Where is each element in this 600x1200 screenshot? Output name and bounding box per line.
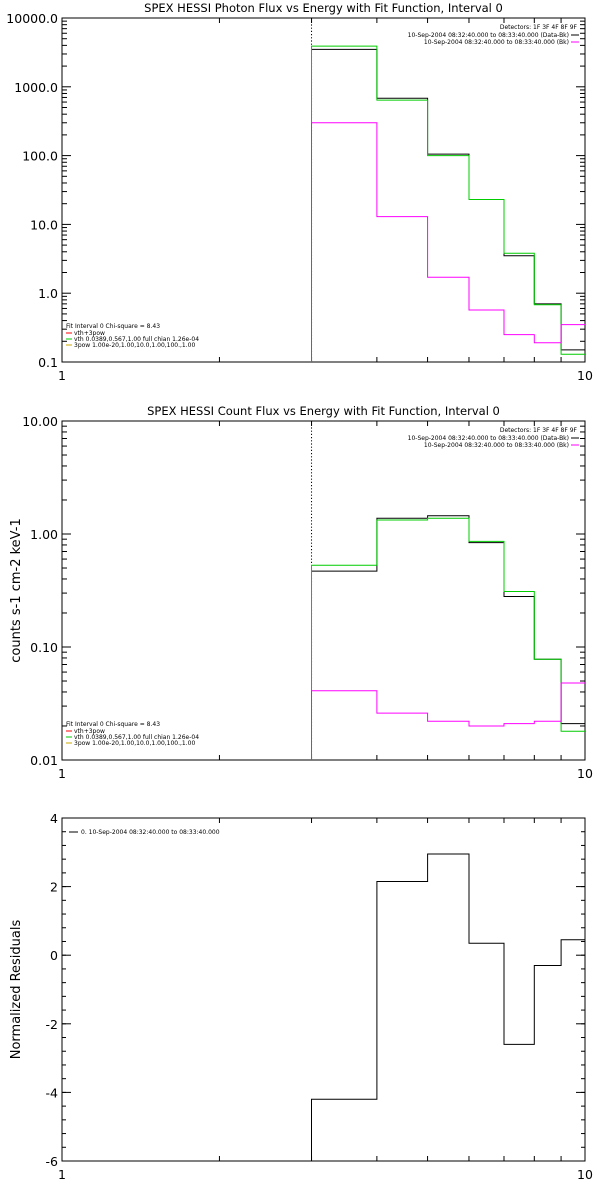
panel3-frame (61, 817, 586, 1162)
panel2-title: SPEX HESSI Count Flux vs Energy with Fit… (147, 404, 500, 418)
panel1-y-tick-label: 1.0 (38, 286, 58, 301)
panel3-series-1-steps (311, 853, 585, 1161)
panel2-y-axis-title: counts s-1 cm-2 keV-1 (9, 518, 24, 663)
panel2-fit-legend-header: Fit Interval 0 Chi-square = 8.43 (66, 721, 160, 728)
panel2-fit-legend-entry: vth+3pow (74, 728, 105, 735)
panel2-y-tick-label: 0.01 (30, 753, 58, 768)
panel2-legend-entry-text: 10-Sep-2004 08:32:40.000 to 08:33:40.000… (408, 435, 569, 442)
panel2-y-tick-label: 10.00 (22, 414, 58, 429)
panel2-series-group (311, 515, 585, 760)
panel3-y-tick-label: 0 (50, 948, 58, 963)
panel1-x-tick-label: 10 (577, 368, 593, 383)
panel1-y-tick-label: 1000.0 (14, 80, 58, 95)
panel1-fit-legend-entry: 3pow 1.00e-20,1.00,10.0,1.00,100.,1.00 (74, 342, 195, 349)
panel1-y-tick-label: 0.1 (38, 355, 58, 370)
panel1-fit-legend-entry: vth 0.0389,0.567,1.00 full chian 1.26e-0… (74, 336, 199, 343)
panel1-series-1-steps (311, 48, 585, 362)
panel2-fit-legend-entry: 3pow 1.00e-20,1.00,10.0,1.00,100.,1.00 (74, 740, 195, 747)
panel2-legend-entry-text: 10-Sep-2004 08:32:40.000 to 08:33:40.000… (424, 442, 569, 449)
panel2-x-tick-label: 1 (58, 766, 66, 781)
panel3-y-tick-label: -6 (46, 1154, 59, 1169)
panel1-legend-entry-text: 10-Sep-2004 08:32:40.000 to 08:33:40.000… (408, 32, 569, 39)
panel1-series-group (311, 45, 585, 362)
panel2-y-tick-label: 1.00 (30, 527, 58, 542)
panel1-series-3-steps (311, 122, 585, 362)
panel1-legend-entry-text: 10-Sep-2004 08:32:40.000 to 08:33:40.000… (424, 39, 569, 46)
panel1-y-tick-label: 100.0 (22, 149, 58, 164)
panel2-series-1-steps (311, 515, 585, 760)
panel1: SPEX HESSI Photon Flux vs Energy with Fi… (6, 1, 593, 383)
panel3-y-tick-label: 2 (50, 880, 58, 895)
panel3-x-tick-label: 1 (58, 1167, 66, 1182)
panel1-y-tick-label: 10000.0 (6, 11, 58, 26)
panel3-y-tick-label: -2 (46, 1017, 58, 1032)
panel1-fit-legend-header: Fit Interval 0 Chi-square = 8.43 (66, 323, 160, 330)
panel1-fit-legend-entry: vth+3pow (74, 330, 105, 337)
panel2-y-tick-label: 0.10 (30, 640, 58, 655)
panel1-x-tick-label: 1 (58, 368, 66, 383)
panel1-y-tick-label: 10.0 (30, 217, 58, 232)
panel2-fit-legend-entry: vth 0.0389,0.567,1.00 full chian 1.26e-0… (74, 734, 199, 741)
panel3-y-axis-title: Normalized Residuals (9, 920, 24, 1060)
panel3-y-tick-label: -4 (46, 1085, 59, 1100)
panel3-y-tick-label: 4 (50, 811, 58, 826)
panel2: SPEX HESSI Count Flux vs Energy with Fit… (9, 404, 593, 781)
panel2-series-2-steps (311, 517, 585, 760)
panel3-x-tick-label: 10 (577, 1167, 593, 1182)
panel3: 1 10 -6 -4 -2 0 2 4 Normalized Residuals 0. 10-Se… (9, 811, 593, 1182)
panel1-frame (61, 17, 586, 363)
panel1-series-2-steps (311, 45, 585, 362)
panel1-legend-detectors: Detectors: 1F 3F 4F 8F 9F (500, 24, 578, 31)
panel2-x-tick-label: 10 (577, 766, 593, 781)
panel2-legend-detectors: Detectors: 1F 3F 4F 8F 9F (500, 427, 578, 434)
panel2-frame (61, 420, 586, 761)
panel3-legend-text: 0. 10-Sep-2004 08:32:40.000 to 08:33:40.… (81, 829, 220, 836)
panel3-series-group (311, 853, 585, 1161)
panel1-title: SPEX HESSI Photon Flux vs Energy with Fi… (144, 1, 503, 15)
panel2-series-3-steps (311, 682, 585, 760)
